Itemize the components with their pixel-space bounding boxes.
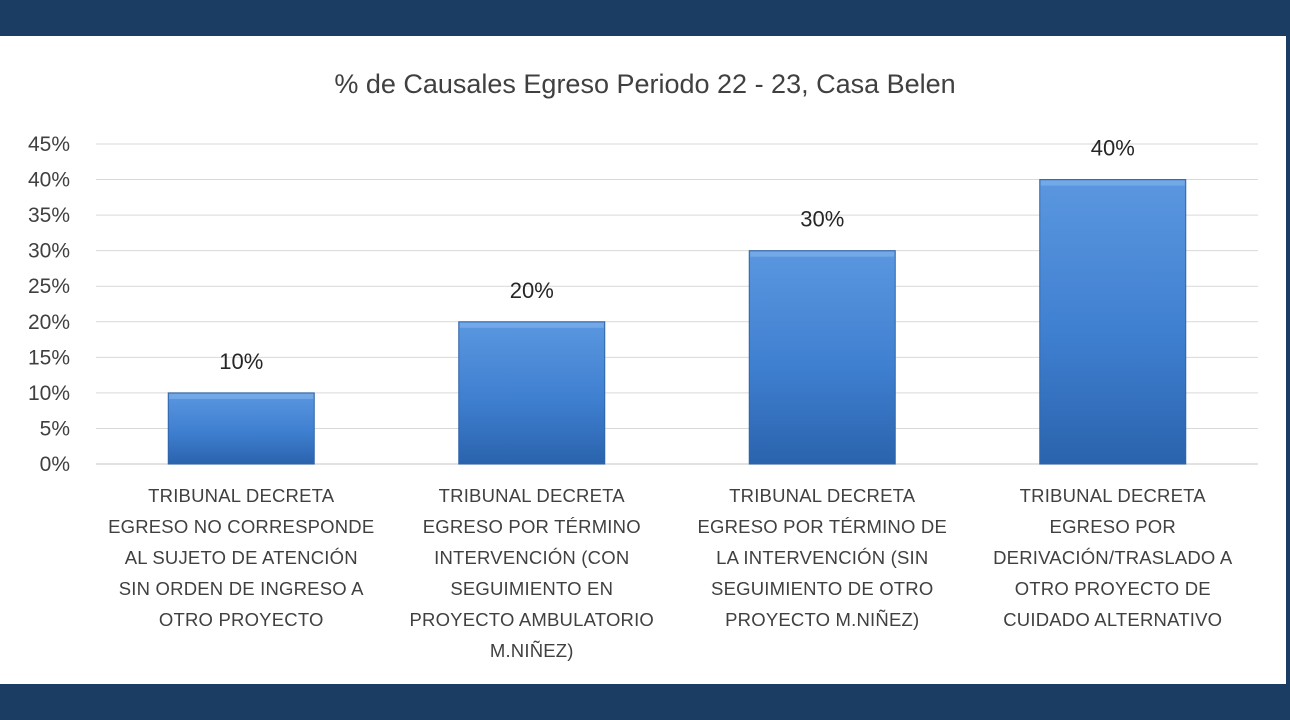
y-tick-label: 20% bbox=[28, 311, 70, 334]
y-tick-label: 15% bbox=[28, 346, 70, 369]
y-axis-ticks: 0% 5% 10% 15% 20% 25% 30% 35% 40% 45% bbox=[28, 133, 70, 476]
bar bbox=[458, 321, 606, 465]
bar-chart: % de Causales Egreso Periodo 22 - 23, Ca… bbox=[28, 69, 1258, 476]
y-tick-label: 45% bbox=[28, 133, 70, 156]
y-tick-label: 0% bbox=[40, 453, 70, 476]
y-tick-label: 35% bbox=[28, 204, 70, 227]
bar-highlight bbox=[1040, 180, 1185, 186]
data-label: 40% bbox=[1091, 136, 1135, 161]
bar-highlight bbox=[459, 322, 604, 328]
x-category-label: TRIBUNAL DECRETA EGRESO NO CORRESPONDE A… bbox=[108, 485, 375, 630]
bars bbox=[167, 179, 1187, 465]
data-label: 10% bbox=[219, 349, 263, 374]
bar bbox=[748, 250, 896, 465]
bar-highlight bbox=[169, 393, 314, 399]
bar bbox=[1039, 179, 1187, 465]
data-label: 20% bbox=[510, 278, 554, 303]
x-category-label: TRIBUNAL DECRETA EGRESO POR TÉRMINO INTE… bbox=[409, 485, 655, 661]
bar-highlight bbox=[750, 251, 895, 257]
bottom-frame-band bbox=[0, 684, 1290, 720]
data-labels: 10% 20% 30% 40% bbox=[219, 136, 1135, 374]
y-tick-label: 10% bbox=[28, 382, 70, 405]
x-category-label: TRIBUNAL DECRETA EGRESO POR DERIVACIÓN/T… bbox=[993, 485, 1233, 630]
data-label: 30% bbox=[800, 207, 844, 232]
y-tick-label: 40% bbox=[28, 169, 70, 192]
y-tick-label: 25% bbox=[28, 275, 70, 298]
top-frame-band bbox=[0, 0, 1290, 36]
chart-title: % de Causales Egreso Periodo 22 - 23, Ca… bbox=[334, 69, 955, 99]
bar bbox=[167, 392, 315, 465]
x-category-label: TRIBUNAL DECRETA EGRESO POR TÉRMINO DE L… bbox=[697, 485, 948, 630]
y-tick-label: 5% bbox=[40, 417, 70, 440]
chart-area: % de Causales Egreso Periodo 22 - 23, Ca… bbox=[0, 36, 1286, 684]
y-tick-label: 30% bbox=[28, 240, 70, 263]
